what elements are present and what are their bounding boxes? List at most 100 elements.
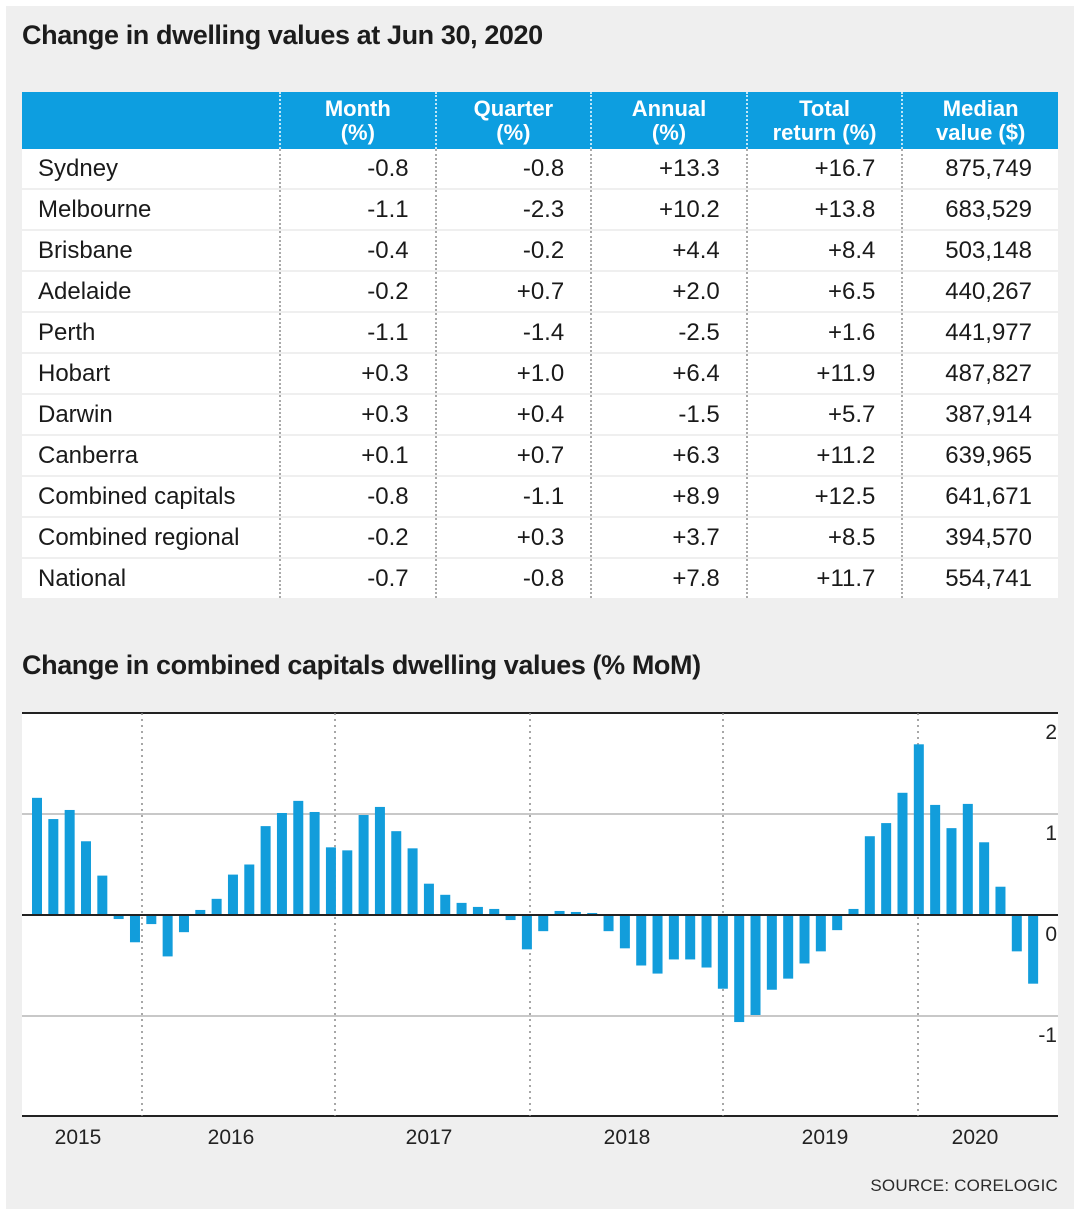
y-tick-label: 0 — [1045, 923, 1057, 946]
chart-bar — [685, 915, 696, 960]
chart-bar — [80, 841, 91, 915]
table-row: Combined regional -0.2 +0.3 +3.7 +8.5 394,570 — [22, 517, 1058, 559]
cell-month: +0.1 — [279, 435, 436, 477]
chart-bar — [391, 831, 402, 915]
chart-bar — [717, 915, 728, 989]
chart-bar — [897, 792, 908, 915]
chart-bar — [570, 911, 581, 915]
chart-bar — [146, 915, 157, 925]
table-title: Change in dwelling values at Jun 30, 202… — [22, 20, 543, 50]
cell-total-return: +8.5 — [745, 517, 903, 559]
cell-total-return: +6.5 — [745, 271, 903, 313]
chart-bar — [734, 915, 745, 1023]
cell-median-value: 503,148 — [901, 230, 1058, 272]
cell-annual: -2.5 — [590, 312, 747, 354]
x-tick-label: 2016 — [208, 1126, 255, 1149]
chart-bar — [374, 806, 385, 915]
chart-bar — [587, 912, 598, 915]
cell-month: +0.3 — [279, 353, 436, 395]
cell-median-value: 683,529 — [901, 189, 1058, 231]
cell-city: Combined regional — [22, 517, 280, 559]
chart-bar — [766, 915, 777, 990]
chart-bar — [962, 803, 973, 915]
chart-bar — [472, 906, 483, 915]
cell-annual: +7.8 — [590, 557, 747, 600]
chart-bar — [113, 915, 124, 920]
column-header-city — [22, 92, 280, 149]
table-row: Melbourne -1.1 -2.3 +10.2 +13.8 683,529 — [22, 189, 1058, 231]
chart-bar — [407, 848, 418, 915]
cell-month: +0.3 — [279, 394, 436, 436]
cell-median-value: 639,965 — [901, 435, 1058, 477]
cell-quarter: -0.8 — [434, 557, 592, 600]
chart-bar — [211, 898, 222, 915]
chart-bar — [554, 910, 565, 915]
chart-bar — [913, 744, 924, 915]
cell-month: -1.1 — [279, 312, 436, 354]
chart-bar — [227, 874, 238, 915]
chart-bar — [32, 797, 42, 915]
chart-bar — [979, 842, 990, 915]
x-tick-label: 2018 — [604, 1126, 651, 1149]
chart-bar — [946, 828, 957, 915]
chart-bar — [521, 915, 532, 950]
cell-quarter: -2.3 — [434, 189, 592, 231]
cell-total-return: +1.6 — [745, 312, 903, 354]
chart-bar — [48, 819, 59, 915]
x-tick-label: 2017 — [406, 1126, 453, 1149]
chart-bar — [489, 908, 500, 915]
cell-annual: +6.3 — [590, 435, 747, 477]
cell-annual: +2.0 — [590, 271, 747, 313]
cell-annual: +13.3 — [590, 149, 747, 190]
chart-bar — [64, 809, 75, 915]
cell-month: -0.8 — [279, 149, 436, 190]
x-tick-label: 2020 — [952, 1126, 999, 1149]
cell-month: -0.2 — [279, 517, 436, 559]
cell-total-return: +16.7 — [745, 149, 903, 190]
chart-bar — [440, 894, 451, 915]
cell-total-return: +11.9 — [745, 353, 903, 395]
chart-bar — [1011, 915, 1022, 952]
cell-quarter: +0.4 — [434, 394, 592, 436]
cell-total-return: +8.4 — [745, 230, 903, 272]
table-header-row: Month (%) Quarter (%) Annual (%) Total retur… — [22, 92, 1058, 149]
cell-total-return: +11.2 — [745, 435, 903, 477]
cell-total-return: +12.5 — [745, 475, 903, 518]
cell-city: National — [22, 557, 280, 600]
cell-city: Darwin — [22, 394, 280, 436]
chart-bar — [652, 915, 663, 974]
chart-bar — [864, 836, 875, 915]
dwelling-values-table: Month (%) Quarter (%) Annual (%) Total retur… — [22, 92, 1058, 600]
table-row: Sydney -0.8 -0.8 +13.3 +16.7 875,749 — [22, 149, 1058, 190]
chart-bar — [881, 823, 892, 915]
cell-city: Brisbane — [22, 230, 280, 272]
table-row: Darwin +0.3 +0.4 -1.5 +5.7 387,914 — [22, 394, 1058, 436]
table-body: Sydney -0.8 -0.8 +13.3 +16.7 875,749 Melbourne… — [22, 149, 1058, 600]
chart-bar — [178, 915, 189, 933]
y-tick-label: 1 — [1045, 822, 1057, 845]
cell-median-value: 441,977 — [901, 312, 1058, 354]
cell-month: -0.8 — [279, 475, 436, 518]
cell-total-return: +11.7 — [745, 557, 903, 600]
table-row: Canberra +0.1 +0.7 +6.3 +11.2 639,965 — [22, 435, 1058, 477]
cell-median-value: 554,741 — [901, 557, 1058, 600]
chart-bar — [603, 915, 614, 932]
cell-city: Sydney — [22, 149, 280, 190]
chart-bar — [342, 850, 353, 915]
cell-quarter: +0.3 — [434, 517, 592, 559]
cell-annual: +3.7 — [590, 517, 747, 559]
table-row: Combined capitals -0.8 -1.1 +8.9 +12.5 641,67… — [22, 475, 1058, 518]
cell-quarter: -0.8 — [434, 149, 592, 190]
cell-quarter: -1.4 — [434, 312, 592, 354]
y-tick-label: -1 — [1038, 1024, 1057, 1047]
cell-quarter: -0.2 — [434, 230, 592, 272]
cell-month: -0.4 — [279, 230, 436, 272]
chart-bar — [309, 811, 320, 915]
table-row: Perth -1.1 -1.4 -2.5 +1.6 441,977 — [22, 312, 1058, 354]
column-header-quarter: Quarter (%) — [434, 92, 592, 149]
column-header-median-value: Median value ($) — [901, 92, 1058, 149]
chart-bar — [619, 915, 630, 949]
cell-month: -1.1 — [279, 189, 436, 231]
chart-bar — [505, 915, 516, 921]
